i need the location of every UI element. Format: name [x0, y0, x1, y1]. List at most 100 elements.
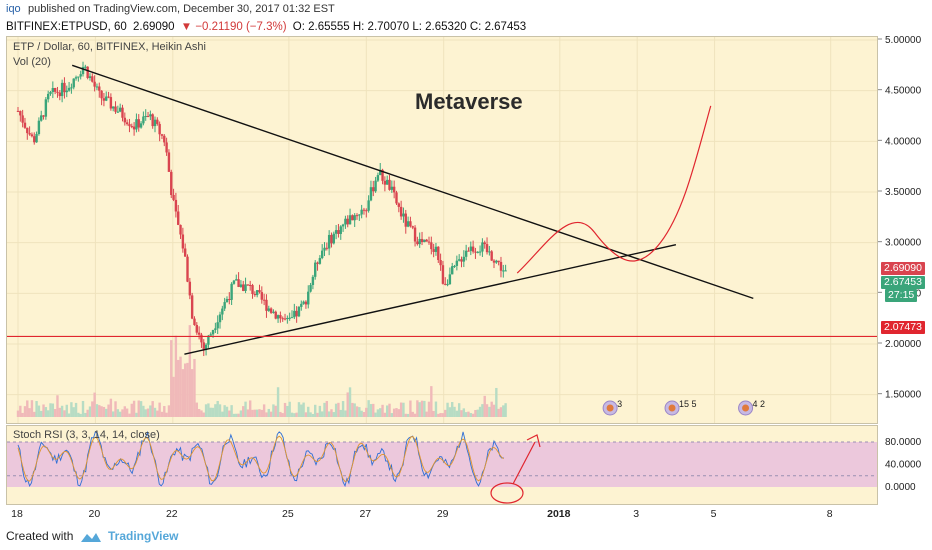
volume-bar [214, 404, 217, 417]
volume-bar [218, 404, 222, 417]
candle-body [288, 317, 291, 319]
volume-bar [437, 413, 440, 417]
candle-body [81, 66, 85, 75]
volume-bar [46, 410, 50, 417]
candle-body [70, 87, 73, 89]
candle-body [58, 92, 61, 97]
candle-body [272, 311, 275, 313]
volume-bar [418, 402, 421, 417]
volume-bar [44, 407, 48, 417]
time-tick-label: 29 [437, 508, 449, 520]
time-tick-label: 8 [827, 508, 833, 520]
candle-body [195, 324, 198, 333]
volume-bar [139, 401, 143, 417]
candle-body [156, 119, 159, 124]
candle-body [183, 248, 187, 257]
candle-body [51, 88, 55, 92]
price-tick-label: 3.00000 [885, 238, 922, 249]
volume-bar [469, 413, 472, 417]
stoch-rsi-pane[interactable]: Stoch RSI (3, 3, 14, 14, close) [6, 425, 878, 505]
volume-bar [223, 405, 226, 417]
candle-body [197, 332, 201, 335]
candle-body [242, 284, 245, 291]
footer: Created with TradingView [0, 522, 932, 550]
price-axis[interactable]: 5.000004.500004.000003.500003.000002.500… [878, 36, 932, 505]
volume-bar [369, 404, 373, 417]
candle-body [269, 308, 273, 313]
candle-body [358, 214, 361, 216]
volume-bar [478, 406, 482, 417]
volume-bar [337, 402, 340, 417]
volume-bar [253, 409, 257, 417]
candle-body [179, 224, 182, 235]
volume-bar [397, 409, 401, 417]
candle-body [165, 142, 168, 153]
volume-bar [244, 401, 247, 417]
volume-bar [351, 402, 354, 417]
candle-body [33, 136, 36, 143]
volume-bar [341, 401, 345, 417]
volume-bar [160, 411, 164, 417]
candle-body [309, 285, 312, 292]
volume-bar [144, 409, 147, 417]
candle-body [490, 251, 493, 261]
volume-bar [376, 409, 380, 417]
volume-bar [339, 409, 342, 417]
close-price-tag: 2.67453 [881, 276, 925, 289]
volume-bar [235, 413, 238, 417]
volume-bar [434, 401, 438, 417]
candle-body [504, 270, 507, 272]
volume-bar [98, 405, 101, 417]
volume-bar [40, 410, 43, 417]
volume-bar [86, 409, 89, 417]
candle-body [348, 215, 352, 225]
candle-body [402, 213, 405, 217]
volume-bar [204, 404, 208, 417]
volume-bar [77, 412, 80, 417]
candle-body [267, 308, 270, 311]
price-pane[interactable]: 3 15 5 4 2 ETP / Dollar, 60, BITFINEX, Hei… [6, 36, 878, 424]
volume-bar [123, 406, 127, 417]
volume-bar [372, 403, 375, 417]
volume-bar [502, 405, 505, 417]
author-name[interactable]: iqo [6, 3, 21, 15]
volume-bar [67, 413, 71, 417]
volume-bar [216, 400, 219, 417]
candle-body [246, 284, 250, 286]
tradingview-brand[interactable]: TradingView [108, 529, 179, 543]
stoch-k-line [17, 430, 504, 488]
volume-bar [276, 387, 280, 417]
candle-body [325, 247, 329, 249]
volume-bar [63, 410, 66, 417]
volume-bar [142, 405, 145, 417]
volume-bar [269, 411, 273, 417]
candle-body [304, 301, 308, 305]
volume-bar [392, 408, 396, 417]
candle-body [334, 230, 338, 234]
volume-bar [112, 411, 115, 417]
volume-bar [228, 410, 231, 417]
volume-bar [255, 409, 259, 417]
volume-bar [432, 410, 435, 417]
candle-body [351, 215, 354, 221]
candle-body [95, 86, 99, 88]
volume-bar [344, 410, 347, 417]
candle-body [502, 270, 505, 272]
candle-body [474, 251, 477, 253]
candle-body [116, 111, 120, 113]
candle-body [258, 290, 261, 293]
volume-bar [307, 406, 310, 417]
candle-body [100, 90, 103, 99]
volume-bar [416, 400, 419, 417]
volume-bar [330, 409, 333, 417]
candle-body [209, 334, 212, 336]
time-axis[interactable]: 18 20 22 25 27 29 2018 3 5 8 [6, 505, 878, 521]
tradingview-logo-icon [81, 533, 101, 542]
candle-body [332, 233, 335, 244]
candle-body [181, 234, 185, 249]
candle-body [499, 261, 503, 271]
level-price-tag: 2.07473 [881, 321, 925, 334]
volume-bar [413, 413, 417, 417]
candle-body [98, 86, 101, 91]
volume-bar [467, 411, 470, 417]
